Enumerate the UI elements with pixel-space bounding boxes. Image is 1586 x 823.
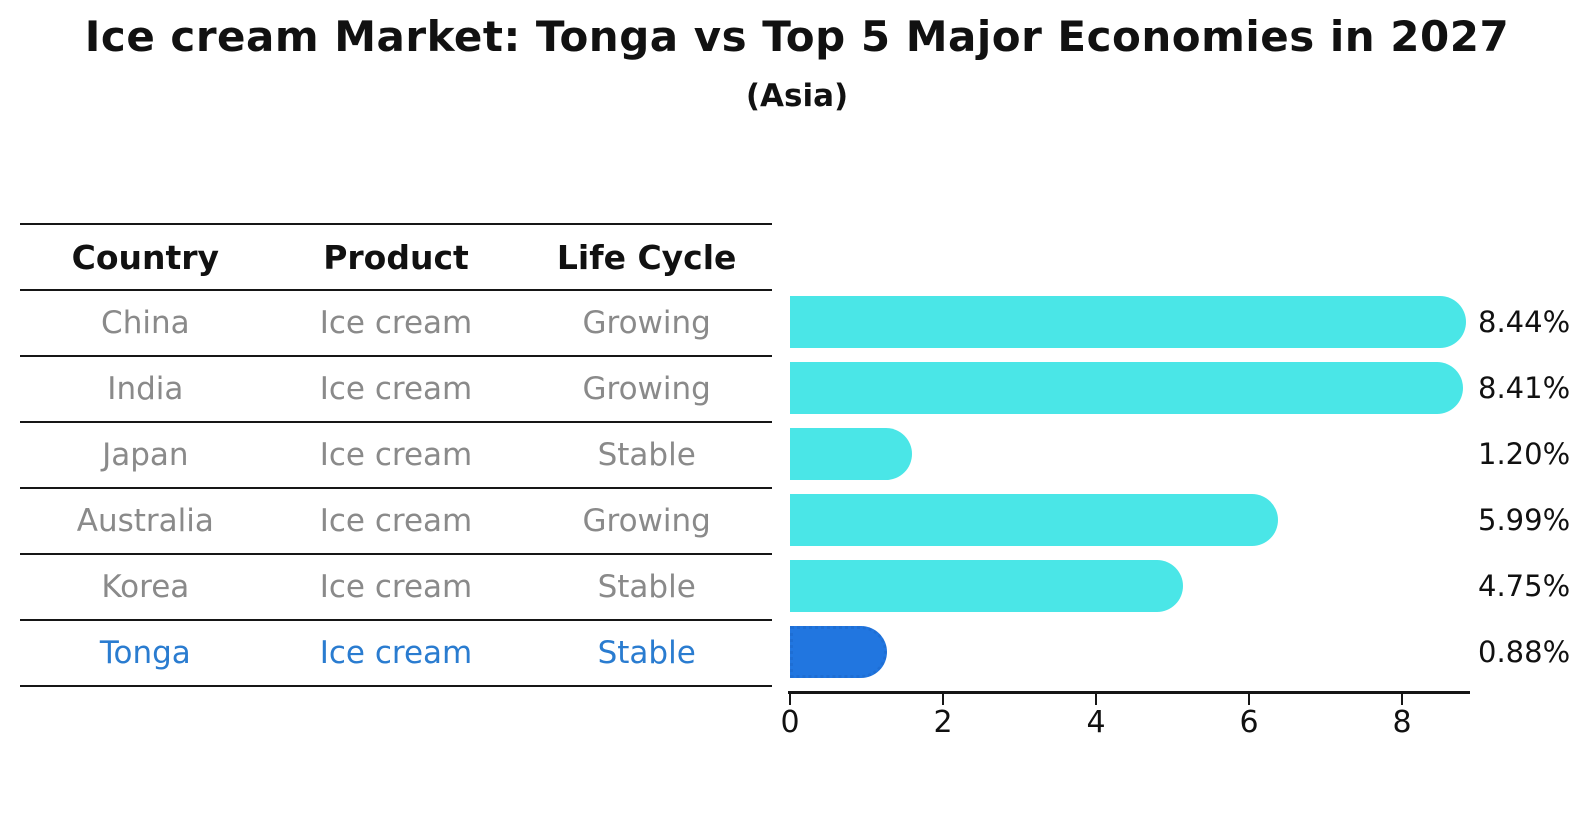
bar-tonga	[790, 626, 887, 678]
table-row-tonga: Tonga Ice cream Stable	[20, 621, 772, 685]
value-label-china: 8.44%	[1478, 305, 1571, 339]
table-row-china: China Ice cream Growing	[20, 291, 772, 357]
bar-china	[790, 296, 1466, 348]
value-label-india: 8.41%	[1478, 371, 1571, 405]
bar-japan	[790, 428, 912, 480]
cell-life-cycle: Growing	[582, 371, 711, 407]
table-row-japan: Japan Ice cream Stable	[20, 423, 772, 489]
cell-country: Japan	[102, 437, 189, 473]
bar-india	[790, 362, 1463, 414]
table-row-korea: Korea Ice cream Stable	[20, 555, 772, 621]
x-tick-mark	[789, 694, 791, 705]
bar-australia	[790, 494, 1278, 546]
value-label-tonga: 0.88%	[1478, 635, 1571, 669]
x-tick-label: 6	[1239, 705, 1259, 740]
cell-life-cycle: Growing	[582, 305, 711, 341]
x-tick-label: 2	[933, 705, 953, 740]
cell-product: Ice cream	[319, 437, 473, 473]
cell-country: Tonga	[99, 635, 191, 671]
cell-life-cycle: Stable	[597, 437, 696, 473]
table-row-india: India Ice cream Growing	[20, 357, 772, 423]
chart-title: Ice cream Market: Tonga vs Top 5 Major E…	[84, 12, 1510, 61]
cell-country: Australia	[76, 503, 214, 539]
table-row-australia: Australia Ice cream Growing	[20, 489, 772, 555]
x-tick-mark	[1095, 694, 1097, 705]
value-label-korea: 4.75%	[1478, 569, 1571, 603]
chart-subtitle: (Asia)	[745, 78, 849, 114]
value-label-japan: 1.20%	[1478, 437, 1571, 471]
x-tick-label: 8	[1392, 705, 1412, 740]
cell-product: Ice cream	[319, 371, 473, 407]
cell-product: Ice cream	[319, 569, 473, 605]
x-tick-label: 4	[1086, 705, 1106, 740]
cell-life-cycle: Stable	[597, 569, 696, 605]
x-tick-mark	[1401, 694, 1403, 705]
comparison-table: Country Product Life Cycle China Ice cream G…	[20, 223, 772, 687]
cell-country: China	[101, 305, 190, 341]
table-header-product: Product	[323, 237, 469, 277]
bar-korea	[790, 560, 1183, 612]
cell-country: Korea	[101, 569, 190, 605]
cell-product: Ice cream	[319, 503, 473, 539]
value-label-australia: 5.99%	[1478, 503, 1571, 537]
table-header-country: Country	[71, 237, 220, 277]
x-tick-label: 0	[780, 705, 800, 740]
x-tick-mark	[1248, 694, 1250, 705]
cell-country: India	[107, 371, 184, 407]
cell-product: Ice cream	[319, 305, 473, 341]
cell-life-cycle: Stable	[597, 635, 696, 671]
cell-life-cycle: Growing	[582, 503, 711, 539]
cell-product: Ice cream	[319, 635, 473, 671]
table-header-life-cycle: Life Cycle	[556, 237, 737, 277]
x-axis-line	[788, 691, 1470, 694]
table-header-row: Country Product Life Cycle	[20, 225, 772, 291]
x-tick-mark	[942, 694, 944, 705]
